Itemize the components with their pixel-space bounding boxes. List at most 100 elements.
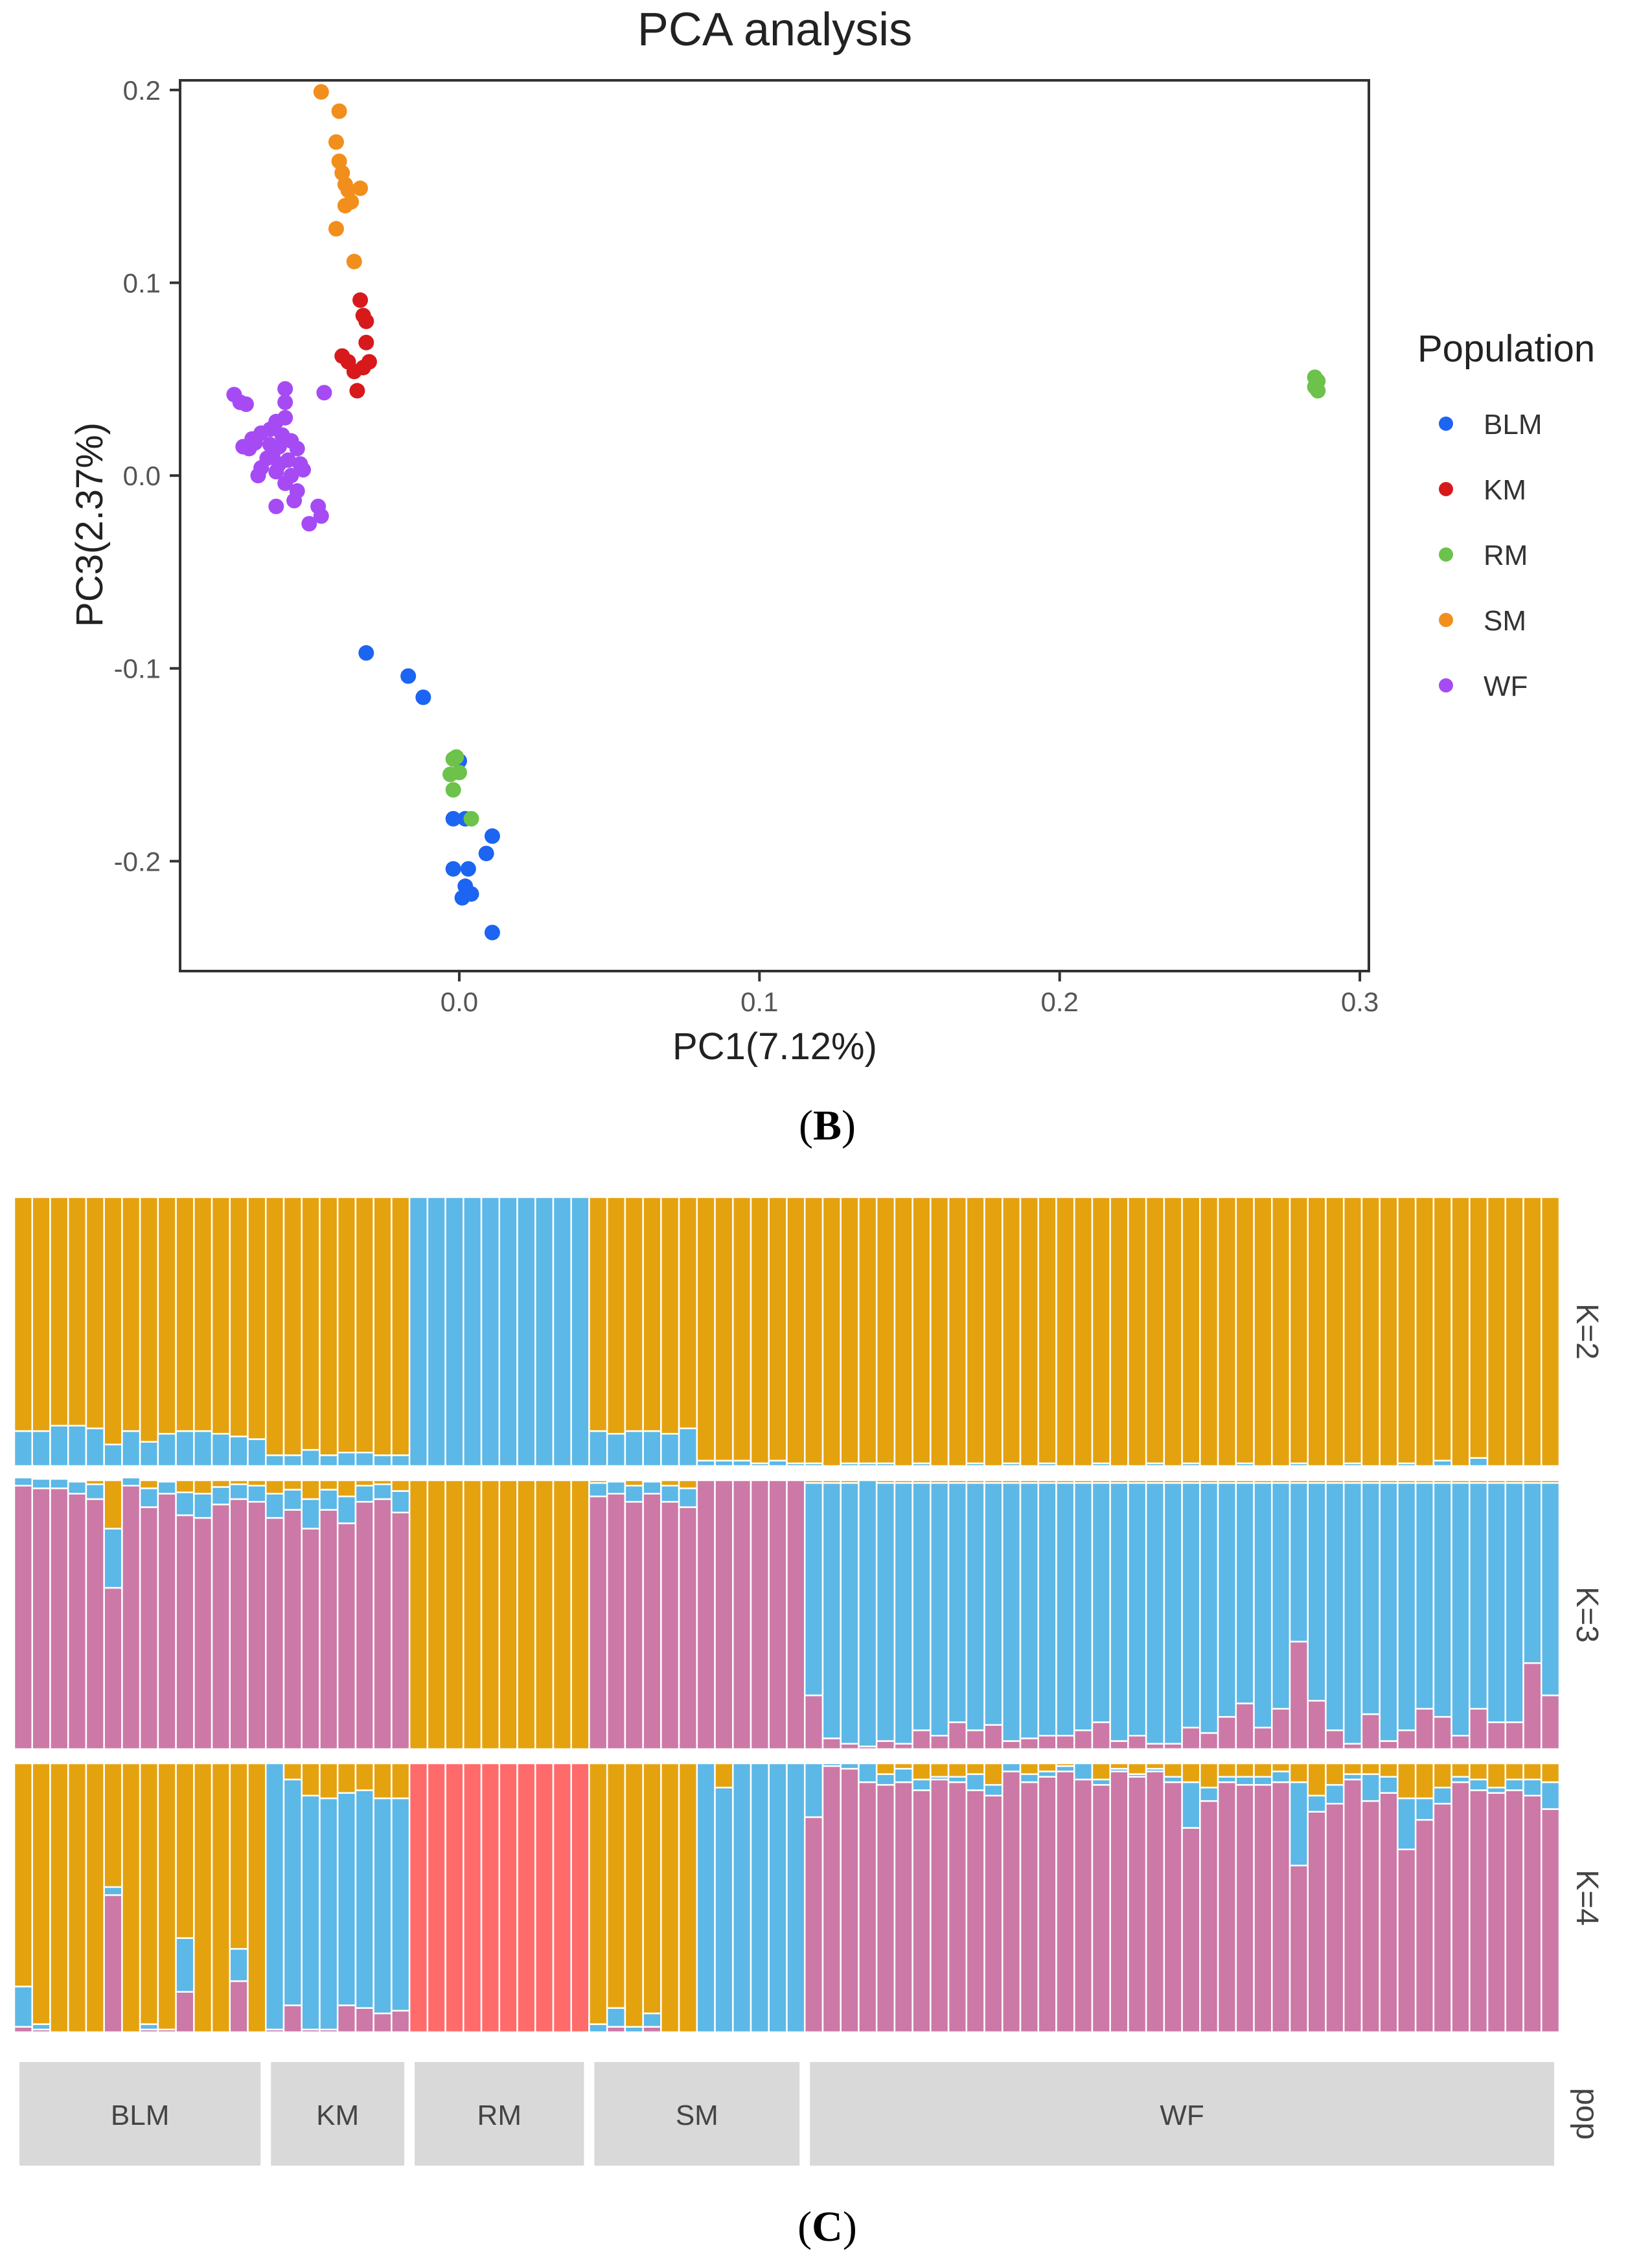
admixture-bar-segment bbox=[1397, 1479, 1417, 1484]
admixture-bar-segment bbox=[1289, 1196, 1309, 1465]
admixture-bar-segment bbox=[157, 1432, 177, 1467]
admixture-bar-segment bbox=[85, 1479, 105, 1485]
panel-letter-b: B bbox=[812, 1102, 842, 1149]
admixture-bar-segment bbox=[1181, 1479, 1201, 1484]
admixture-bar-segment bbox=[911, 1729, 932, 1750]
admixture-bar-segment bbox=[1002, 1740, 1022, 1750]
y-tick-label: -0.1 bbox=[114, 654, 161, 684]
admixture-bar-segment bbox=[336, 2004, 357, 2033]
admixture-bar-segment bbox=[211, 1432, 231, 1467]
admixture-bar-segment bbox=[893, 1482, 913, 1745]
admixture-bar-segment bbox=[1522, 1196, 1542, 1467]
admixture-bar-segment bbox=[391, 1196, 411, 1456]
admixture-bar-segment bbox=[1271, 1708, 1291, 1750]
admixture-bar-segment bbox=[282, 1778, 303, 2006]
admixture-bar-segment bbox=[1289, 1479, 1309, 1484]
admixture-bar-segment bbox=[49, 1425, 69, 1467]
point-wf bbox=[277, 381, 293, 397]
admixture-bar-segment bbox=[911, 1479, 932, 1484]
pop-strip-label-rm: RM bbox=[477, 2100, 522, 2131]
admixture-bar-segment bbox=[1091, 1783, 1111, 2033]
admixture-bar-segment bbox=[732, 1762, 752, 2033]
admixture-bar-segment bbox=[1163, 1482, 1183, 1745]
admixture-bar-segment bbox=[1504, 1196, 1524, 1467]
admixture-bar-segment bbox=[1414, 1818, 1435, 2033]
admixture-bar-segment bbox=[983, 1783, 1003, 1797]
admixture-bar-segment bbox=[1289, 1640, 1309, 1750]
admixture-bar-segment bbox=[534, 1196, 555, 1467]
admixture-bar-segment bbox=[1307, 1700, 1327, 1750]
admixture-bar-segment bbox=[750, 1196, 770, 1465]
admixture-bar-segment bbox=[1055, 1762, 1075, 1767]
admixture-bar-segment bbox=[1181, 1762, 1201, 1783]
admixture-bar-segment bbox=[678, 1762, 698, 2033]
admixture-bar-segment bbox=[193, 1493, 213, 1519]
admixture-bar-segment bbox=[1163, 1479, 1183, 1484]
admixture-bar-segment bbox=[444, 1479, 464, 1750]
admixture-bar-segment bbox=[1342, 1479, 1363, 1484]
admixture-bar-segment bbox=[1414, 1482, 1435, 1710]
admixture-bar-segment bbox=[1414, 1479, 1435, 1484]
admixture-bar-segment bbox=[354, 1196, 374, 1454]
admixture-bar-segment bbox=[1504, 1721, 1524, 1750]
admixture-bar-segment bbox=[426, 1196, 446, 1467]
admixture-bar-segment bbox=[67, 1479, 87, 1483]
point-blm bbox=[484, 828, 500, 844]
admixture-bar-segment bbox=[301, 1794, 321, 2031]
admixture-bar-segment bbox=[336, 1479, 357, 1498]
admixture-bar-segment bbox=[373, 1483, 393, 1500]
admixture-bar-segment bbox=[282, 2004, 303, 2033]
admixture-bar-segment bbox=[193, 1479, 213, 1495]
admixture-bar-segment bbox=[13, 1485, 33, 1750]
admixture-bar-segment bbox=[1073, 1778, 1094, 2033]
admixture-bar-segment bbox=[947, 1482, 968, 1723]
admixture-bar-segment bbox=[911, 1482, 932, 1732]
admixture-bar-segment bbox=[947, 1721, 968, 1750]
admixture-bar-segment bbox=[1127, 1479, 1147, 1484]
admixture-bar-segment bbox=[1271, 1770, 1291, 1783]
admixture-bar-segment bbox=[426, 1479, 446, 1750]
admixture-bar-segment bbox=[1541, 1479, 1561, 1484]
admixture-bar-segment bbox=[840, 1482, 860, 1745]
admixture-bar-segment bbox=[660, 1500, 680, 1750]
pop-strip-label-km: KM bbox=[316, 2100, 359, 2131]
point-km bbox=[358, 314, 374, 330]
admixture-bar-segment bbox=[930, 1196, 950, 1467]
admixture-bar-segment bbox=[265, 1454, 285, 1467]
admixture-bar-segment bbox=[1360, 1762, 1381, 1775]
x-tick-label: 0.3 bbox=[1341, 987, 1379, 1017]
admixture-bars bbox=[13, 1196, 1561, 2033]
admixture-bar-segment bbox=[965, 1196, 985, 1465]
panel-label-b: (B) bbox=[730, 1101, 924, 1151]
legend-key-wf bbox=[1439, 678, 1453, 693]
admixture-bar-segment bbox=[247, 1762, 267, 2033]
admixture-bar-segment bbox=[282, 1479, 303, 1491]
population-strips: BLM KM RM SM WF bbox=[19, 2062, 1554, 2166]
admixture-bar-segment bbox=[13, 1430, 33, 1467]
admixture-bar-segment bbox=[1127, 1482, 1147, 1737]
admixture-bar-segment bbox=[265, 1517, 285, 1750]
admixture-bar-segment bbox=[373, 2012, 393, 2033]
admixture-bar-segment bbox=[1199, 1732, 1219, 1750]
pca-x-axis-label: PC1(7.12%) bbox=[672, 1025, 877, 1068]
point-blm bbox=[400, 668, 417, 684]
admixture-bar-segment bbox=[480, 1762, 501, 2033]
admixture-bar-segment bbox=[1325, 1762, 1345, 1786]
point-rm bbox=[1310, 383, 1326, 399]
admixture-bar-segment bbox=[1360, 1196, 1381, 1467]
admixture-bar-segment bbox=[175, 1430, 195, 1467]
admixture-bar-segment bbox=[175, 1196, 195, 1432]
admixture-bar-segment bbox=[768, 1196, 788, 1461]
admixture-bar-segment bbox=[103, 1762, 123, 1888]
admixture-bar-segment bbox=[983, 1794, 1003, 2033]
admixture-bar-segment bbox=[1379, 1479, 1399, 1484]
admixture-bar-segment bbox=[1019, 1479, 1040, 1484]
admixture-bar-segment bbox=[534, 1762, 555, 2033]
admixture-bar-segment bbox=[1397, 1729, 1417, 1750]
admixture-bar-segment bbox=[354, 1479, 374, 1487]
admixture-bar-segment bbox=[624, 1762, 644, 2028]
admixture-bar-segment bbox=[1360, 1482, 1381, 1715]
admixture-bar-segment bbox=[750, 1479, 770, 1750]
x-tick-label: 0.0 bbox=[441, 987, 478, 1017]
admixture-bar-segment bbox=[121, 1485, 141, 1750]
